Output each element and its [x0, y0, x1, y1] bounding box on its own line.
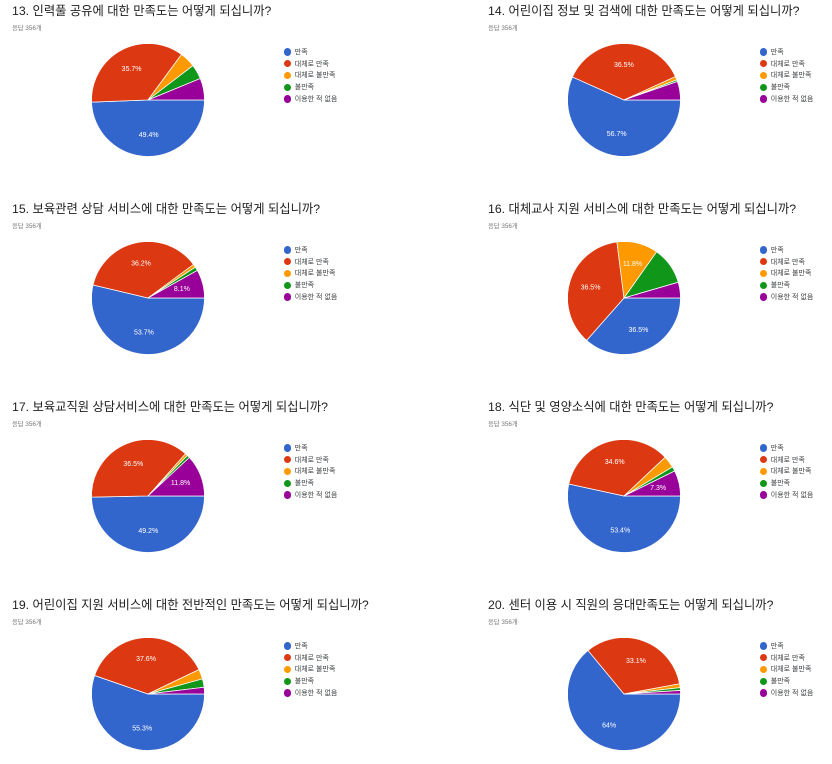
svg-text:36.5%: 36.5% — [123, 461, 143, 468]
svg-text:33.1%: 33.1% — [626, 658, 646, 665]
svg-text:8.1%: 8.1% — [174, 286, 190, 293]
svg-text:11.8%: 11.8% — [171, 480, 190, 487]
svg-text:53.4%: 53.4% — [610, 528, 630, 535]
svg-text:35.7%: 35.7% — [122, 66, 142, 73]
svg-text:36.5%: 36.5% — [628, 327, 648, 334]
svg-text:36.2%: 36.2% — [131, 261, 151, 268]
svg-text:36.5%: 36.5% — [614, 62, 634, 69]
svg-text:56.7%: 56.7% — [607, 131, 627, 138]
svg-text:49.2%: 49.2% — [138, 528, 158, 535]
svg-text:37.6%: 37.6% — [136, 656, 156, 663]
svg-text:34.6%: 34.6% — [605, 459, 625, 466]
svg-text:55.3%: 55.3% — [132, 725, 152, 732]
svg-text:64%: 64% — [602, 723, 616, 730]
svg-text:7.3%: 7.3% — [650, 485, 666, 492]
svg-text:49.4%: 49.4% — [139, 132, 159, 139]
svg-text:11.8%: 11.8% — [623, 261, 642, 268]
svg-text:53.7%: 53.7% — [134, 330, 154, 337]
svg-text:36.5%: 36.5% — [581, 285, 601, 292]
